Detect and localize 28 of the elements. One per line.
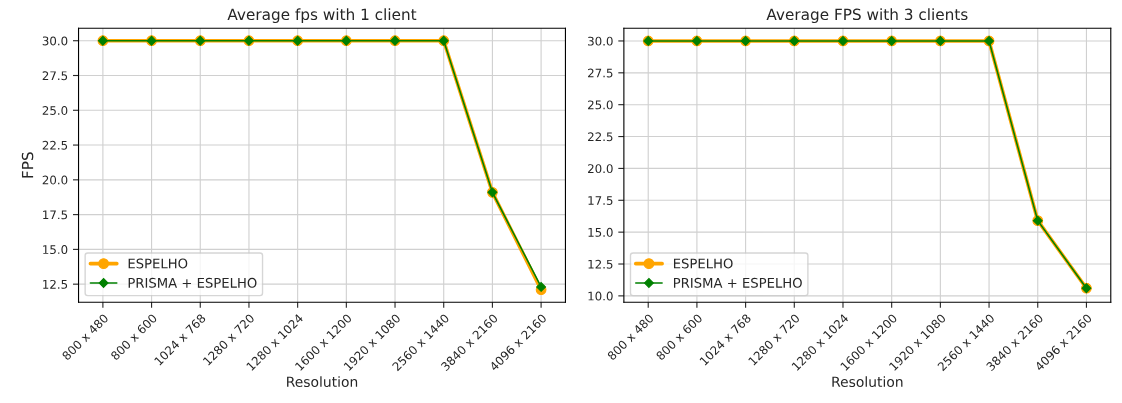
y-tick-label: 30.0 (42, 36, 68, 46)
y-tick-label: 27.5 (588, 68, 613, 78)
chart-title: Average fps with 1 client (227, 8, 417, 24)
y-tick-label: 12.5 (43, 279, 68, 289)
x-tick-label: 800 x 480 (61, 313, 109, 361)
y-axis-title: FPS (21, 152, 34, 178)
y-tick-label: 17.5 (43, 210, 68, 220)
y-tick-label: 12.5 (588, 259, 613, 269)
y-tick-label: 30.0 (588, 36, 613, 46)
legend-label: ESPELHO (673, 258, 733, 269)
y-tick-label: 10.0 (588, 291, 613, 301)
y-tick-label: 20.0 (588, 164, 613, 174)
y-tick-label: 15.0 (43, 245, 68, 255)
x-axis-title: Resolution (832, 376, 903, 388)
y-tick-label: 25.0 (42, 106, 68, 115)
legend-label: PRISMA + ESPELHO (128, 277, 257, 288)
x-axis-title: Resolution (287, 376, 358, 388)
y-tick-label: 22.5 (588, 132, 613, 142)
y-tick-label: 20.0 (42, 175, 68, 185)
legend-label: ESPELHO (128, 258, 188, 269)
y-tick-label: 17.5 (588, 196, 613, 205)
y-tick-label: 15.0 (588, 227, 613, 237)
x-tick-label: 800 x 480 (606, 313, 655, 361)
chart-title: Average FPS with 3 clients (766, 8, 968, 24)
legend-label: PRISMA + ESPELHO (673, 277, 802, 288)
y-tick-label: 25.0 (588, 100, 613, 110)
y-tick-label: 22.5 (42, 140, 68, 150)
y-tick-label: 27.5 (42, 71, 68, 81)
